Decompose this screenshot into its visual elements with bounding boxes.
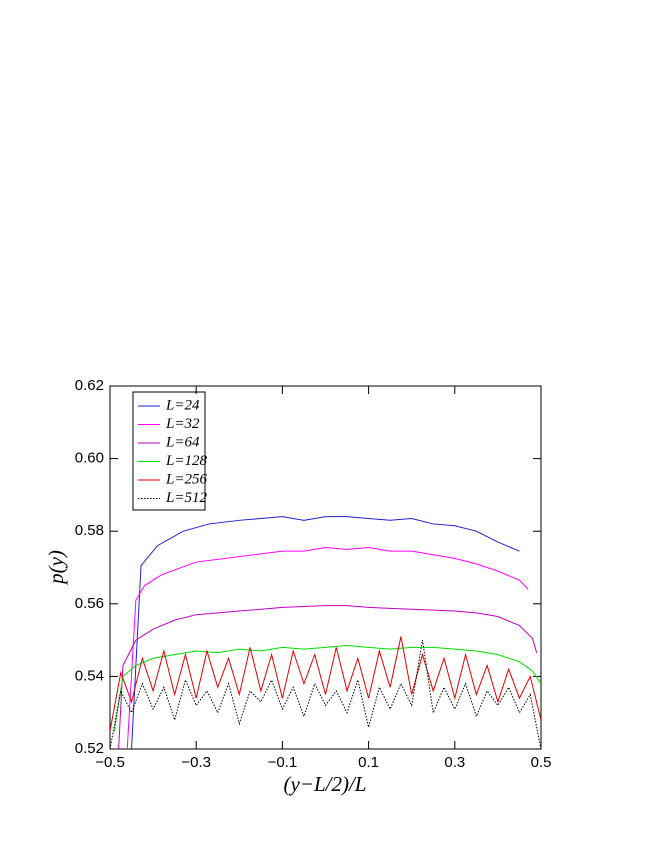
legend: [132, 391, 206, 511]
x-tick-label: 0.1: [358, 754, 379, 771]
legend-label: L=128: [165, 453, 207, 469]
y-tick-label: 0.54: [75, 667, 104, 684]
legend-label: L=24: [165, 397, 200, 413]
series-line: [110, 640, 541, 749]
y-tick-label: 0.60: [75, 450, 104, 467]
x-tick-label: 0.3: [444, 754, 465, 771]
legend-label: L=64: [165, 434, 200, 450]
x-tick-label: −0.5: [95, 754, 125, 771]
y-axis-label: p(y): [44, 550, 68, 586]
x-tick-label: −0.1: [268, 754, 298, 771]
y-tick-label: 0.58: [75, 522, 104, 539]
x-tick-label: 0.5: [531, 754, 552, 771]
series-line: [126, 547, 529, 749]
y-tick-label: 0.62: [75, 377, 104, 394]
y-tick-label: 0.56: [75, 595, 104, 612]
x-axis-label: (y−L/2)/L: [283, 772, 366, 796]
legend-label: L=512: [165, 490, 207, 506]
series-line: [113, 645, 541, 731]
series-line: [110, 636, 541, 731]
series-line: [131, 516, 520, 749]
series-line: [118, 605, 538, 749]
x-tick-label: −0.3: [181, 754, 211, 771]
legend-label: L=32: [165, 416, 200, 432]
legend-label: L=256: [165, 471, 207, 487]
y-tick-label: 0.52: [75, 740, 104, 757]
plot-frame: [109, 385, 542, 750]
